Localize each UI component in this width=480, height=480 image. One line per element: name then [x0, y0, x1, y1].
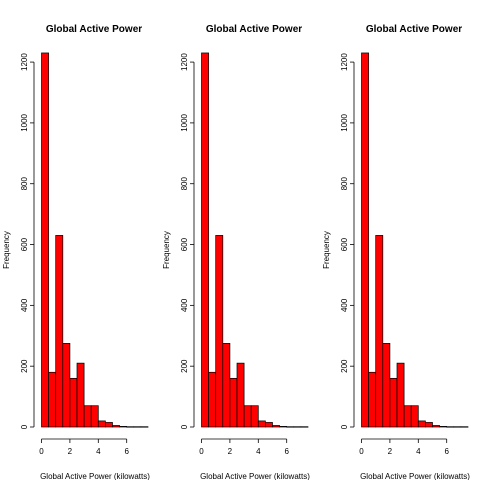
histogram-bar: [208, 371, 217, 428]
histogram-bar: [201, 52, 209, 428]
y-tick-label: 1200: [340, 53, 349, 71]
y-tick-label: 200: [180, 359, 189, 373]
y-tick-label: 800: [20, 177, 29, 191]
histogram-bar: [432, 425, 440, 428]
histogram-bar: [236, 362, 245, 428]
y-tick-label: 400: [20, 298, 29, 312]
y-axis: 0 200 400 600 800 1000 1200: [340, 53, 355, 429]
x-tick-label: 6: [444, 447, 449, 456]
histogram-bar: [368, 371, 377, 428]
y-tick-label: 1000: [20, 113, 29, 131]
x-tick-label: 2: [388, 447, 393, 456]
y-axis-label: Frequency: [162, 231, 171, 269]
y-tick-label: 1000: [180, 113, 189, 131]
y-axis-label: Frequency: [322, 231, 331, 269]
histogram-bar: [83, 405, 92, 428]
y-tick-label: 400: [340, 298, 349, 312]
histogram-bar: [229, 377, 238, 428]
histogram-bar: [279, 426, 288, 428]
y-axis: 0 200 400 600 800 1000 1200: [180, 53, 195, 429]
histogram-bar: [140, 426, 149, 428]
x-tick-label: 0: [39, 447, 44, 456]
x-tick-label: 4: [416, 447, 421, 456]
y-tick-label: 800: [180, 177, 189, 191]
histogram-bar: [361, 52, 369, 428]
x-tick-label: 2: [68, 447, 73, 456]
x-axis-label: Global Active Power (kilowatts): [360, 472, 470, 480]
histogram-bar: [446, 426, 455, 428]
y-tick-label: 1200: [20, 53, 29, 71]
histogram-bar: [293, 426, 302, 428]
histogram-bar: [257, 420, 266, 428]
histogram-bar: [403, 405, 412, 428]
y-tick-label: 0: [340, 424, 349, 429]
histogram-bar: [126, 426, 135, 428]
y-tick-label: 600: [340, 237, 349, 251]
x-axis: 0 2 4 6: [39, 438, 129, 456]
histogram-bar: [460, 426, 469, 428]
histogram-bar: [286, 426, 295, 428]
histogram-bar: [250, 405, 259, 428]
histogram-bar: [375, 235, 384, 428]
histogram-bar: [90, 405, 99, 428]
histogram-bar: [410, 405, 419, 428]
y-tick-label: 800: [340, 177, 349, 191]
y-axis-label: Frequency: [2, 231, 11, 269]
histogram-bar: [265, 422, 273, 428]
histogram-bar: [300, 426, 309, 428]
y-tick-label: 400: [180, 298, 189, 312]
x-tick-label: 0: [359, 447, 364, 456]
histogram-bar: [417, 420, 426, 428]
y-tick-label: 600: [20, 237, 29, 251]
histogram-bar: [453, 426, 462, 428]
histogram-bar: [69, 377, 78, 428]
histogram-bar: [382, 343, 391, 428]
histogram-bar: [222, 343, 231, 428]
histogram-bar: [215, 235, 224, 428]
y-tick-label: 0: [180, 424, 189, 429]
histogram-bar: [133, 426, 142, 428]
histogram-bar: [48, 371, 57, 428]
chart-panel-1: Global Active Power 0 2 4 6 Global Active Pow…: [2, 24, 150, 480]
histogram-bar: [97, 420, 106, 428]
histogram-bar: [272, 425, 280, 428]
histogram-bar: [112, 425, 120, 428]
y-tick-label: 1200: [180, 53, 189, 71]
chart-panel-3: Global Active Power 0 2 4 6 Global Active Pow…: [322, 24, 470, 480]
x-axis-label: Global Active Power (kilowatts): [40, 472, 150, 480]
x-tick-label: 6: [284, 447, 289, 456]
chart-title: Global Active Power: [206, 24, 302, 35]
x-axis: 0 2 4 6: [199, 438, 289, 456]
chart-title: Global Active Power: [366, 24, 462, 35]
histogram-bar: [41, 52, 49, 428]
histogram-bar: [439, 426, 448, 428]
y-tick-label: 200: [20, 359, 29, 373]
histogram-bar: [243, 405, 252, 428]
x-axis-label: Global Active Power (kilowatts): [200, 472, 310, 480]
histogram-bar: [62, 343, 71, 428]
y-tick-label: 200: [340, 359, 349, 373]
x-axis: 0 2 4 6: [359, 438, 449, 456]
histogram-bar: [396, 362, 405, 428]
y-tick-label: 1000: [340, 113, 349, 131]
histogram-bar: [119, 426, 128, 428]
chart-panel-2: Global Active Power 0 2 4 6 Global Active Pow…: [162, 24, 310, 480]
histogram-bar: [76, 362, 85, 428]
histogram-bar: [389, 377, 398, 428]
y-tick-label: 0: [20, 424, 29, 429]
x-tick-label: 0: [199, 447, 204, 456]
histogram-bar: [425, 422, 433, 428]
histogram-bar: [55, 235, 64, 428]
y-axis: 0 200 400 600 800 1000 1200: [20, 53, 35, 429]
y-tick-label: 600: [180, 237, 189, 251]
x-tick-label: 6: [124, 447, 129, 456]
x-tick-label: 4: [96, 447, 101, 456]
x-tick-label: 2: [228, 447, 233, 456]
x-tick-label: 4: [256, 447, 261, 456]
chart-title: Global Active Power: [46, 24, 142, 35]
histogram-bar: [105, 422, 113, 428]
